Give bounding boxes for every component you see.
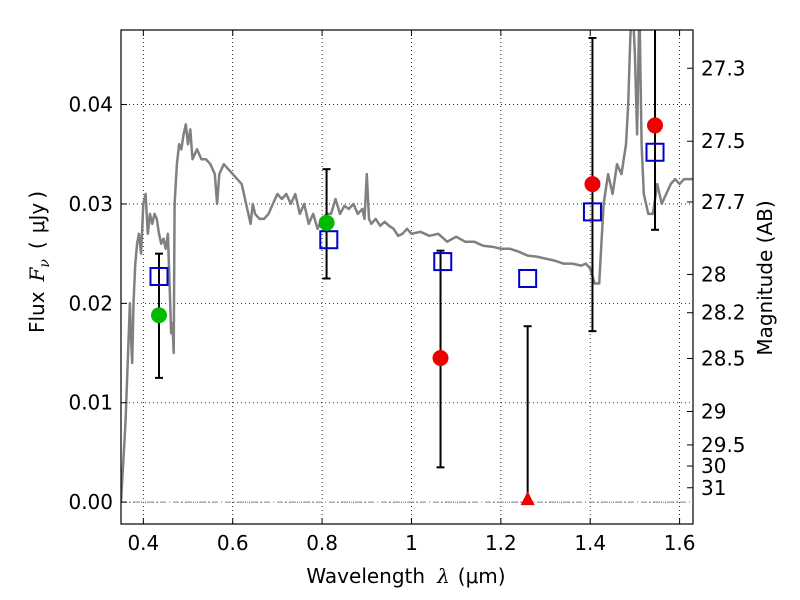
magnitude-tick-label: 28.5: [701, 346, 746, 370]
plot-area: [121, 30, 693, 524]
model-photometry-square: [645, 142, 665, 162]
y-axis-ticks: 0.00 0.01 0.02 0.03 0.04: [68, 93, 127, 514]
magnitude-tick-label: 30: [701, 454, 726, 478]
y-tick-label: 0.02: [68, 291, 113, 315]
x-axis-ticks: 0.4 0.6 0.8 1 1.2 1.4 1.6: [127, 30, 696, 555]
magnitude-tick-label: 27.3: [701, 56, 746, 80]
observed-point: [647, 117, 664, 134]
x-tick-label: 0.6: [217, 531, 249, 555]
observed-point: [150, 307, 167, 324]
x-axis-label: Wavelength λ (μm): [306, 564, 505, 588]
sed-model-line: [121, 30, 693, 503]
y-tick-label: 0.04: [68, 93, 113, 117]
magnitude-tick-label: 28: [701, 262, 726, 286]
model-photometry-square: [149, 267, 169, 287]
x-tick-label: 1: [405, 531, 418, 555]
y-tick-label: 0.00: [68, 490, 113, 514]
x-tick-label: 1.6: [664, 531, 696, 555]
observed-upper-limit-triangle: [520, 491, 535, 506]
model-photometry-square: [319, 230, 339, 250]
y2-axis-label: Magnitude (AB): [753, 200, 777, 355]
model-photometry-square: [518, 268, 538, 288]
x-tick-label: 1.2: [485, 531, 517, 555]
x-tick-label: 0.8: [306, 531, 338, 555]
y-tick-label: 0.03: [68, 192, 113, 216]
magnitude-tick-label: 29: [701, 399, 726, 423]
magnitude-tick-label: 28.2: [701, 301, 746, 325]
observed-point: [318, 214, 335, 231]
magnitude-tick-label: 27.5: [701, 129, 746, 153]
model-photometry-square: [582, 202, 602, 222]
x-tick-label: 0.4: [127, 531, 159, 555]
y-tick-label: 0.01: [68, 391, 113, 415]
x-tick-label: 1.4: [574, 531, 606, 555]
model-photometry-square: [433, 252, 453, 272]
observed-point: [432, 350, 449, 367]
magnitude-tick-label: 31: [701, 476, 726, 500]
magnitude-tick-label: 29.5: [701, 433, 746, 457]
observed-point: [584, 176, 601, 193]
y-axis-label: FluxFν(μJy): [25, 191, 53, 333]
magnitude-tick-label: 27.7: [701, 190, 746, 214]
sed-layer: [121, 30, 693, 503]
plot-frame: [120, 29, 694, 525]
markers: [149, 117, 665, 506]
